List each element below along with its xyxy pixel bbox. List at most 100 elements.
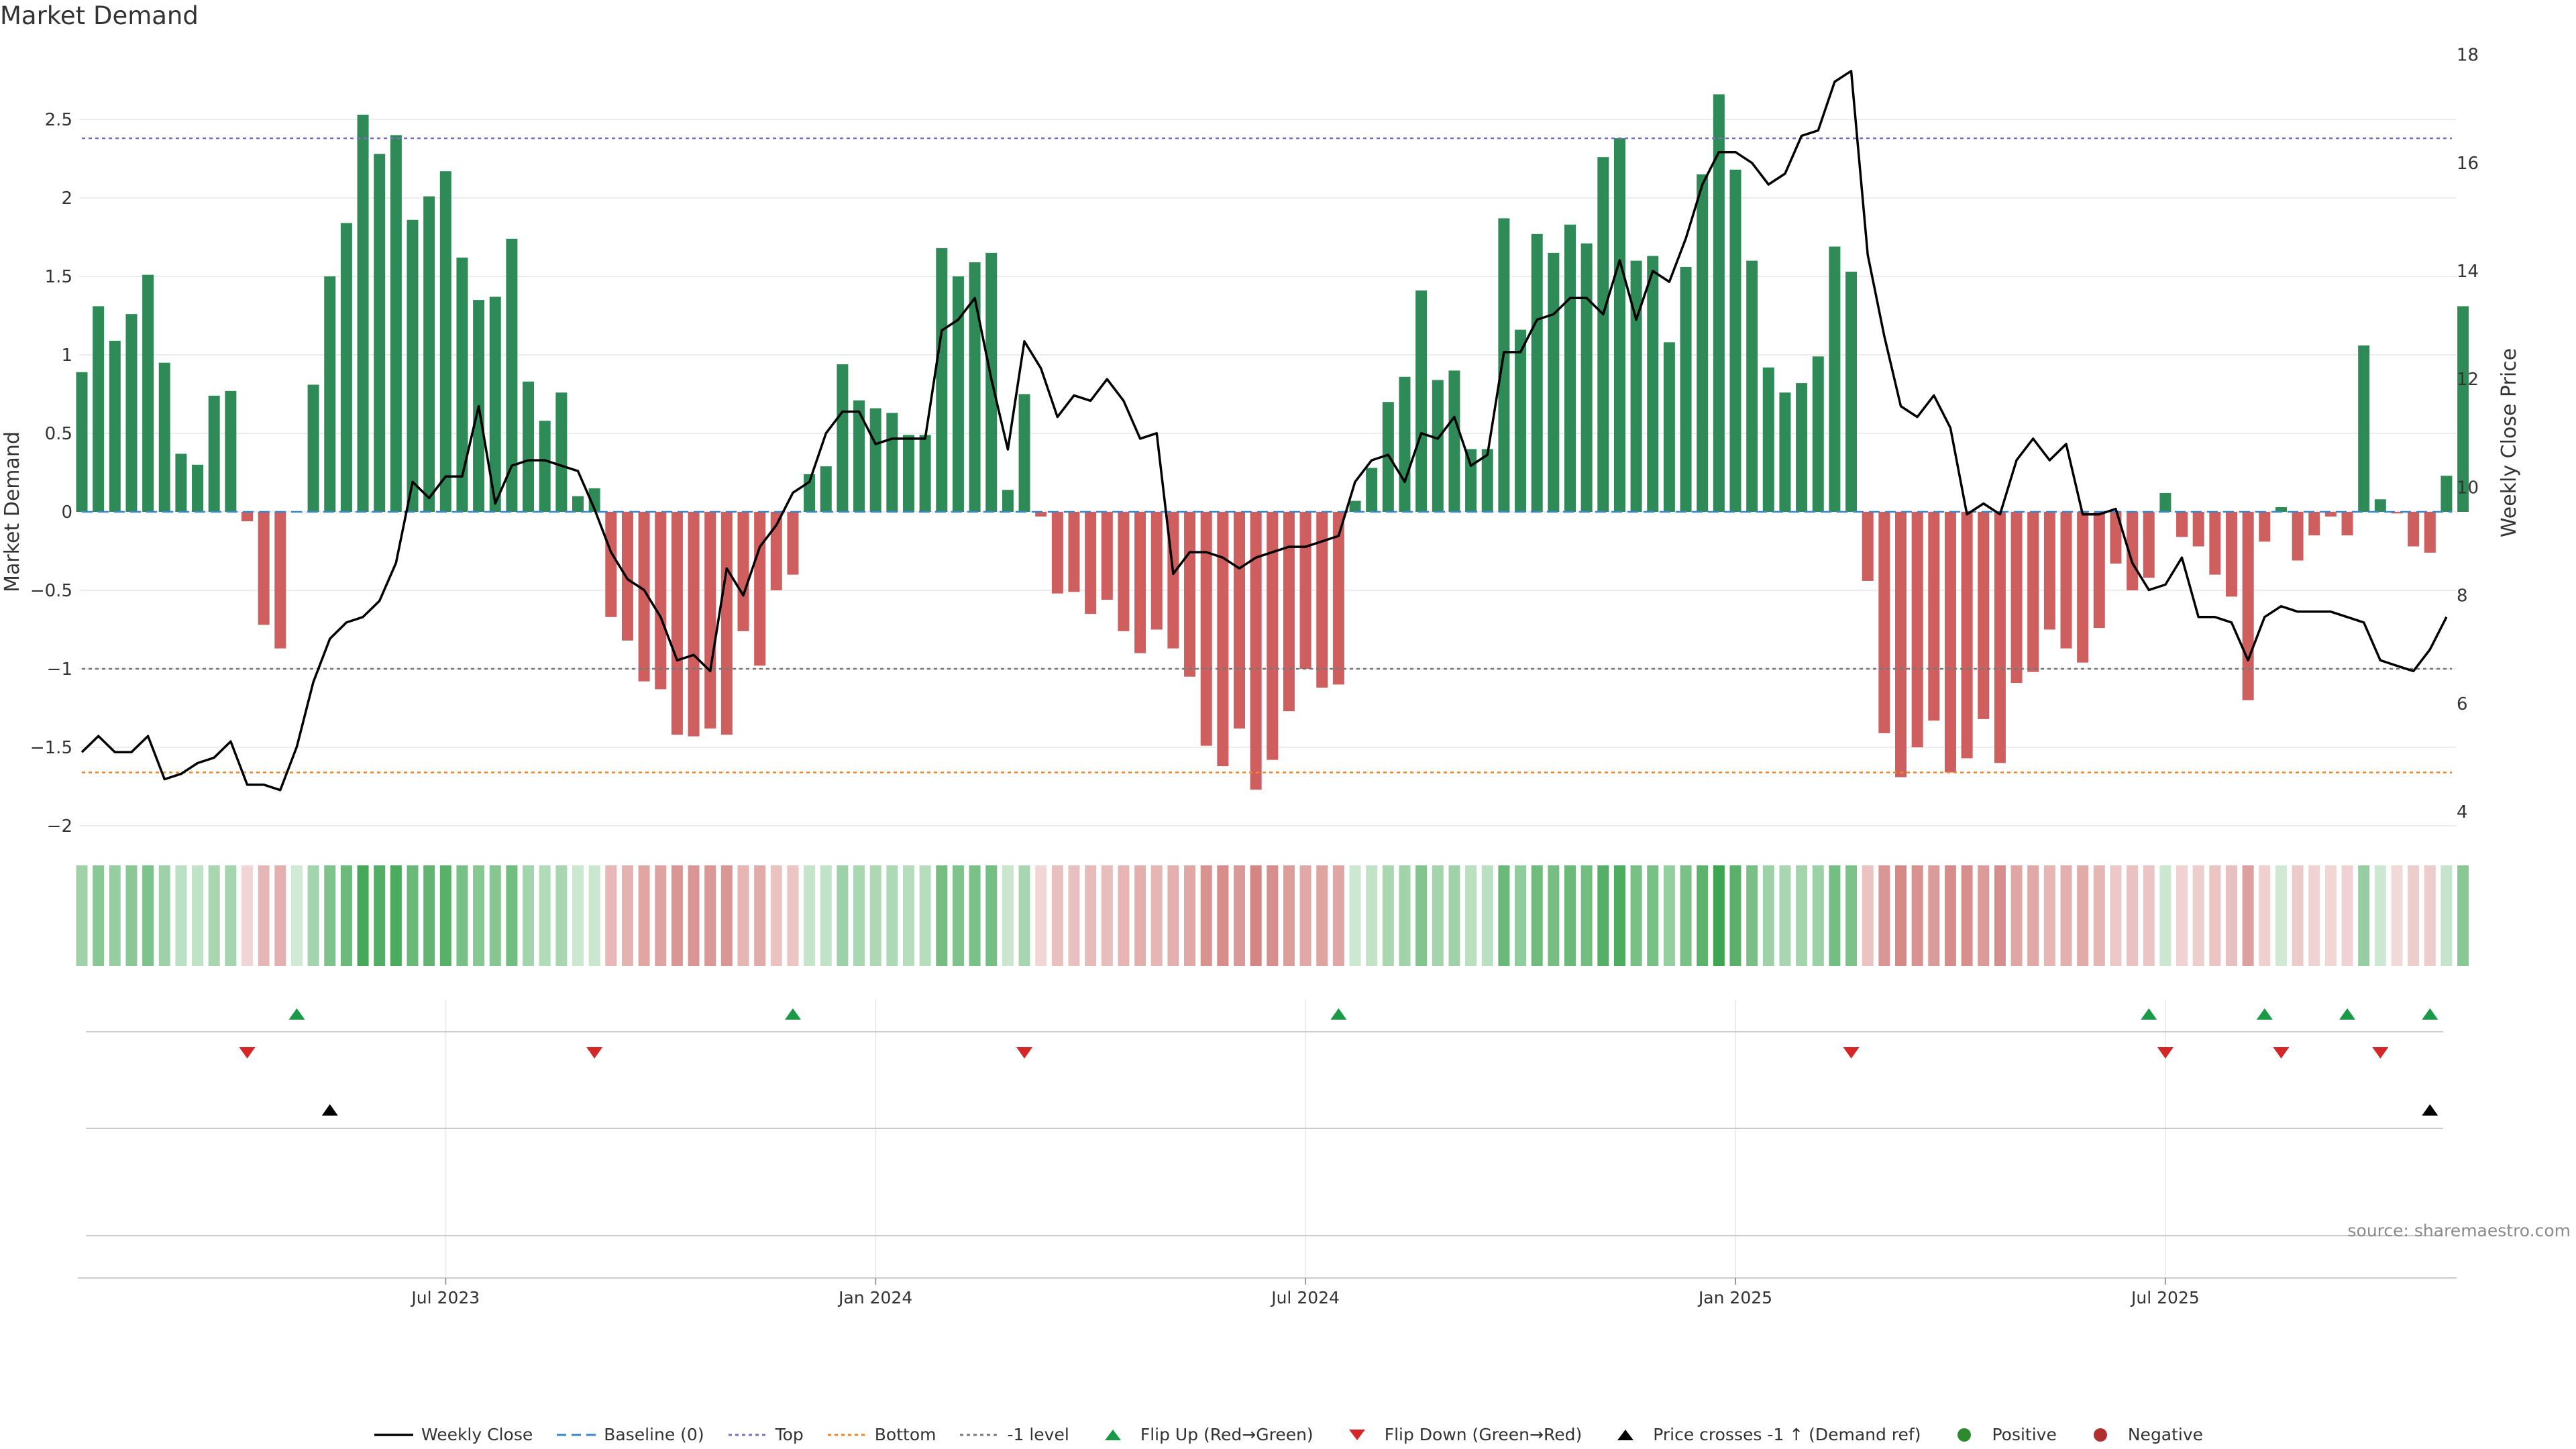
legend-item: Weekly Close [373,1425,533,1444]
demand-heat-cell [274,865,286,966]
demand-heat-cell [439,865,451,966]
legend: Weekly Close Baseline (0) Top Bottom -1 leve… [0,1425,2576,1446]
demand-heat-cell [1118,865,1130,966]
y-tick-label: −2 [47,816,72,837]
x-tick-label: Jan 2025 [1697,1288,1772,1307]
flip-down-marker [239,1047,256,1059]
positive-demand-bar [820,466,832,512]
positive-demand-bar [1564,224,1576,512]
demand-heat-cell [621,865,633,966]
negative-demand-bar [1035,512,1047,517]
negative-demand-bar [1316,512,1328,688]
demand-heat-cell [241,865,253,966]
demand-heat-cell [985,865,998,966]
flip-up-marker [288,1008,305,1020]
demand-heat-cell [837,865,849,966]
demand-heat-cell [2176,865,2188,966]
demand-heat-cell [109,865,121,966]
positive-demand-bar [1448,370,1460,512]
negative-demand-bar [688,512,700,737]
positive-demand-bar [192,464,204,512]
negative-demand-bar [2308,512,2320,536]
positive-demand-bar [903,435,914,512]
positive-demand-bar [1663,342,1675,512]
positive-demand-bar [1580,243,1593,512]
demand-heat-cell [539,865,551,966]
demand-heat-cell [1762,865,1774,966]
circle-icon-shape [1957,1428,1972,1442]
demand-heat-cell [869,865,881,966]
demand-heat-cell [2408,865,2420,966]
source-note: source: sharemaestro.com [2347,1221,2571,1240]
demand-heat-cell [1068,865,1080,966]
positive-demand-bar [523,381,535,512]
dotted-line-icon [728,1434,767,1436]
demand-heat-cell [1200,865,1212,966]
legend-item: Flip Down (Green→Red) [1336,1425,1582,1444]
negative-demand-bar [2027,512,2039,672]
y-tick-label: −1.5 [30,738,72,758]
negative-demand-bar [2010,512,2023,684]
demand-heat-cell [2292,865,2304,966]
legend-label: Baseline (0) [604,1425,704,1444]
demand-heat-cell [489,865,501,966]
flip-up-marker [2256,1008,2273,1020]
positive-demand-bar [969,262,981,512]
demand-heat-cell [671,865,683,966]
negative-demand-bar [1101,512,1113,600]
negative-demand-bar [1250,512,1262,790]
demand-heat-cell [555,865,568,966]
flip-down-marker [2273,1047,2290,1059]
flip-down-marker [2372,1047,2389,1059]
demand-heat-cell [1978,865,1990,966]
demand-heat-cell [605,865,617,966]
y2-tick-label: 18 [2457,46,2479,66]
weekly-close-line-group [80,70,2448,792]
demand-heat-cell [1746,865,1758,966]
demand-heat-cell [125,865,138,966]
negative-demand-bar [2242,512,2254,700]
demand-heat-cell [1399,865,1411,966]
chart-title: Market Demand [0,1,199,30]
positive-demand-bar [1018,394,1030,512]
flip-down-marker [586,1047,603,1059]
demand-heat-cell [787,865,799,966]
positive-demand-bar [456,257,468,512]
positive-demand-bar [407,219,419,512]
demand-heat-cell [2374,865,2386,966]
legend-label: Positive [1992,1425,2057,1444]
y-tick-label: 2 [61,189,72,209]
negative-demand-bar [1961,512,1973,759]
demand-heat-cell [1349,865,1361,966]
dotted-line-icon [960,1434,1000,1436]
demand-heat-cell [1234,865,1245,966]
triangle-up-icon [1617,1429,1634,1440]
triangle-up-icon-shape [1104,1429,1121,1440]
negative-demand-bar [1895,512,1907,777]
demand-heat-cell [1911,865,1923,966]
positive-demand-bar [936,248,948,512]
positive-demand-bar [1597,157,1609,512]
negative-demand-bar [1234,512,1245,729]
x-tick-label: Jul 2023 [410,1288,480,1307]
demand-heat-cell [1845,865,1858,966]
demand-heat-cell [1862,865,1874,966]
demand-heat-cell [588,865,600,966]
demand-heat-cell [1647,865,1659,966]
demand-heat-cell [1796,865,1808,966]
demand-heat-cell [407,865,419,966]
positive-demand-bar [1548,252,1560,512]
demand-heat-cell [1663,865,1675,966]
weekly-close-line [80,70,2448,792]
y2-tick-label: 10 [2457,478,2479,498]
negative-demand-bar [2226,512,2237,597]
demand-heat-cell [2192,865,2204,966]
demand-heat-cell [1217,865,1229,966]
negative-demand-bar [621,512,633,641]
demand-heat-cell [853,865,865,966]
positive-demand-bar [1349,500,1361,512]
positive-demand-bar [1796,383,1808,512]
reference-lines [82,137,2452,773]
positive-demand-bar [555,392,568,512]
positive-demand-bar [1779,392,1791,512]
